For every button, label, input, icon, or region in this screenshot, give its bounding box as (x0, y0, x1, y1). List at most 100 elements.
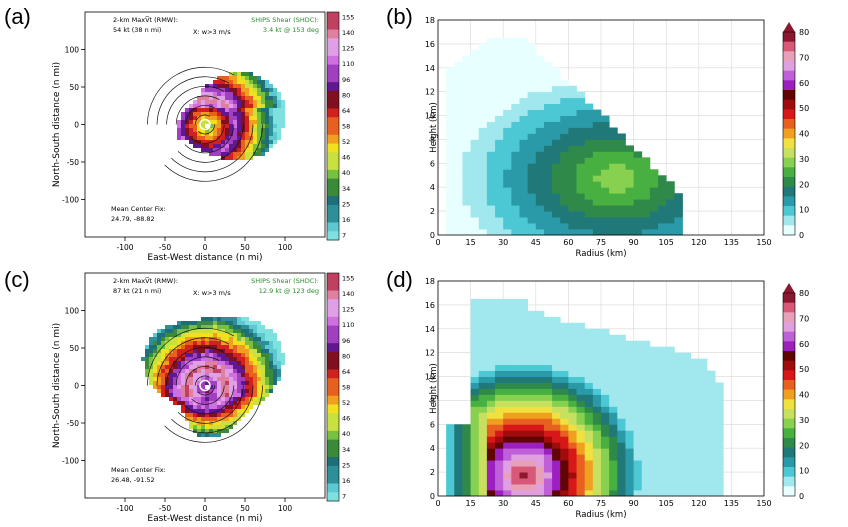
field-cell (225, 333, 229, 337)
y-tick-label: 4 (430, 183, 435, 192)
field-cell (527, 346, 537, 354)
field-cell (233, 72, 237, 76)
field-cell (584, 211, 594, 218)
field-cell (470, 490, 480, 497)
field-cell (568, 85, 577, 93)
field-cell (666, 424, 675, 431)
field-cell (273, 120, 277, 124)
field-cell (454, 193, 463, 200)
field-cell (470, 181, 480, 188)
field-cell (201, 104, 205, 108)
field-cell (658, 424, 667, 431)
colorbar-tick-label: 20 (799, 180, 809, 189)
field-cell (552, 223, 561, 230)
colorbar-segment (327, 387, 339, 397)
field-cell (601, 466, 610, 473)
field-cell (177, 329, 181, 333)
field-cell (261, 120, 265, 124)
field-cell (257, 349, 261, 353)
field-cell (576, 328, 586, 336)
field-cell (185, 345, 189, 349)
x-tick-label: 90 (629, 238, 639, 247)
field-cell (277, 377, 281, 381)
field-cell (462, 97, 471, 105)
field-cell (205, 337, 209, 341)
colorbar-segment (327, 169, 339, 180)
field-cell (261, 152, 265, 156)
field-cell (576, 394, 586, 401)
field-cell (149, 381, 153, 385)
field-cell (446, 133, 455, 140)
field-cell (584, 193, 594, 200)
field-cell (592, 478, 602, 485)
field-cell (715, 394, 724, 401)
field-cell (462, 181, 471, 188)
field-cell (560, 478, 569, 485)
colorbar-segment (327, 143, 339, 153)
field-cell (592, 139, 602, 146)
field-cell (617, 169, 626, 176)
field-cell (568, 334, 577, 342)
field-cell (209, 389, 213, 393)
field-cell (225, 421, 229, 425)
field-cell (601, 490, 610, 497)
field-cell (690, 424, 700, 431)
field-cell (715, 382, 724, 389)
field-cell (261, 148, 265, 152)
field-cell (527, 364, 537, 371)
field-cell (609, 181, 618, 188)
field-cell (715, 412, 724, 419)
field-cell (666, 442, 675, 449)
field-cell (617, 181, 626, 188)
field-cell (576, 229, 586, 236)
field-cell (225, 369, 229, 373)
field-cell (698, 412, 708, 419)
field-cell (617, 205, 626, 212)
plot-frame (437, 19, 765, 236)
field-cell (253, 373, 257, 377)
field-cell (584, 400, 594, 407)
field-cell (609, 187, 618, 194)
field-cell (281, 112, 285, 116)
field-cell (241, 156, 245, 160)
field-cell (527, 376, 537, 383)
field-cell (193, 413, 197, 417)
field-cell (511, 316, 520, 324)
field-cell (666, 364, 675, 371)
field-cell (706, 460, 716, 467)
field-cell (592, 406, 602, 413)
field-cell (193, 401, 197, 405)
field-cell (454, 199, 463, 206)
field-cell (560, 436, 569, 443)
field-cell (265, 140, 269, 144)
field-cell (205, 92, 209, 96)
field-cell (225, 321, 229, 325)
field-cell (495, 460, 504, 467)
field-cell (527, 169, 537, 176)
field-cell (592, 412, 602, 419)
field-cell (157, 329, 161, 333)
field-cell (454, 490, 463, 497)
field-cell (511, 145, 520, 152)
field-cell (495, 412, 504, 419)
field-cell (658, 412, 667, 419)
field-cell (165, 373, 169, 377)
field-cell (682, 376, 692, 383)
field-cell (543, 442, 553, 449)
field-cell (213, 108, 217, 112)
field-cell (519, 400, 529, 407)
field-cell (568, 346, 577, 354)
field-cell (217, 421, 221, 425)
field-cell (165, 369, 169, 373)
field-cell (592, 223, 602, 230)
field-cell (257, 389, 261, 393)
field-cell (177, 397, 181, 401)
field-cell (165, 333, 169, 337)
field-cell (197, 429, 201, 433)
field-cell (189, 120, 193, 124)
field-cell (470, 442, 480, 449)
field-cell (706, 424, 716, 431)
field-cell (511, 310, 520, 318)
colorbar-tick-label: 7 (342, 232, 346, 240)
field-cell (253, 337, 257, 341)
